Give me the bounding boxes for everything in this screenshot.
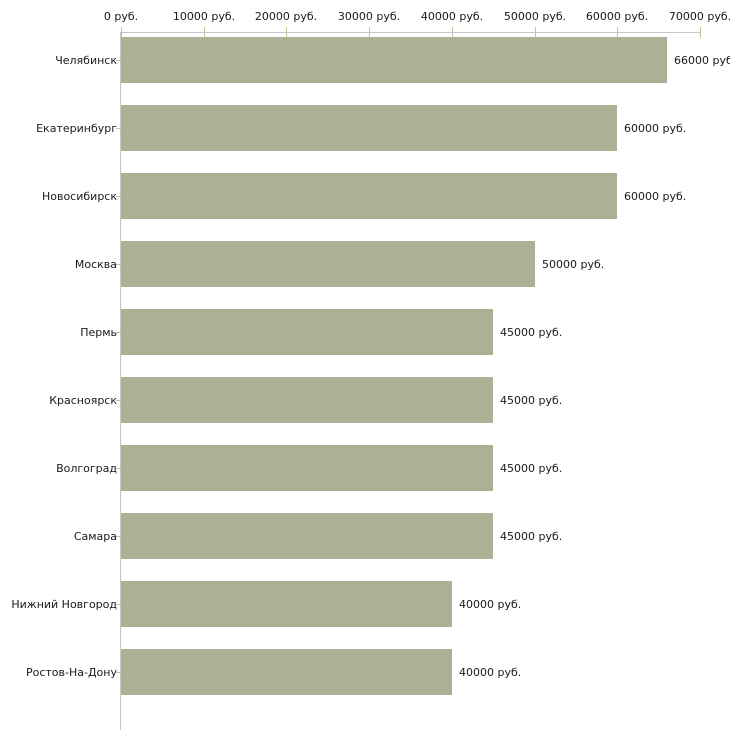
category-label: Челябинск <box>55 53 117 67</box>
value-label: 66000 руб <box>674 53 730 67</box>
bar <box>121 173 617 219</box>
category-tick <box>116 604 121 605</box>
category-tick <box>116 400 121 401</box>
bar <box>121 309 493 355</box>
value-label: 45000 руб. <box>500 393 563 407</box>
bar <box>121 649 452 695</box>
x-axis-tick <box>369 27 370 38</box>
category-tick <box>116 128 121 129</box>
bar <box>121 445 493 491</box>
x-axis-line <box>120 32 700 33</box>
category-label: Волгоград <box>56 461 117 475</box>
category-label: Екатеринбург <box>36 121 117 135</box>
y-axis-line <box>120 33 121 730</box>
category-tick <box>116 196 121 197</box>
value-label: 45000 руб. <box>500 461 563 475</box>
x-axis-tick-label: 30000 руб. <box>337 10 401 23</box>
category-label: Москва <box>74 257 117 271</box>
x-axis-tick <box>121 27 122 38</box>
x-axis-tick-label: 40000 руб. <box>420 10 484 23</box>
category-label: Красноярск <box>49 393 117 407</box>
category-tick <box>116 536 121 537</box>
bar <box>121 581 452 627</box>
bar <box>121 105 617 151</box>
x-axis-tick <box>452 27 453 38</box>
category-tick <box>116 264 121 265</box>
category-label: Нижний Новгород <box>11 597 117 611</box>
x-axis-tick-label: 70000 руб. <box>668 10 730 23</box>
x-axis-tick-label: 0 руб. <box>103 10 139 23</box>
value-label: 45000 руб. <box>500 325 563 339</box>
value-label: 45000 руб. <box>500 529 563 543</box>
x-axis-tick-label: 60000 руб. <box>585 10 649 23</box>
x-axis-tick <box>700 27 701 38</box>
bar <box>121 37 667 83</box>
x-axis-tick-label: 50000 руб. <box>503 10 567 23</box>
category-label: Самара <box>73 529 117 543</box>
category-tick <box>116 60 121 61</box>
value-label: 60000 руб. <box>624 121 687 135</box>
value-label: 40000 руб. <box>459 597 522 611</box>
x-axis-tick <box>535 27 536 38</box>
category-tick <box>116 672 121 673</box>
x-axis-tick-label: 10000 руб. <box>172 10 236 23</box>
bar <box>121 241 535 287</box>
bar <box>121 377 493 423</box>
value-label: 40000 руб. <box>459 665 522 679</box>
x-axis-tick <box>204 27 205 38</box>
value-label: 60000 руб. <box>624 189 687 203</box>
x-axis-tick <box>617 27 618 38</box>
category-label: Ростов-На-Дону <box>25 665 117 679</box>
category-label: Новосибирск <box>41 189 117 203</box>
x-axis-tick <box>286 27 287 38</box>
x-axis-tick-label: 20000 руб. <box>254 10 318 23</box>
category-label: Пермь <box>80 325 117 339</box>
category-tick <box>116 468 121 469</box>
category-tick <box>116 332 121 333</box>
bar <box>121 513 493 559</box>
value-label: 50000 руб. <box>542 257 605 271</box>
